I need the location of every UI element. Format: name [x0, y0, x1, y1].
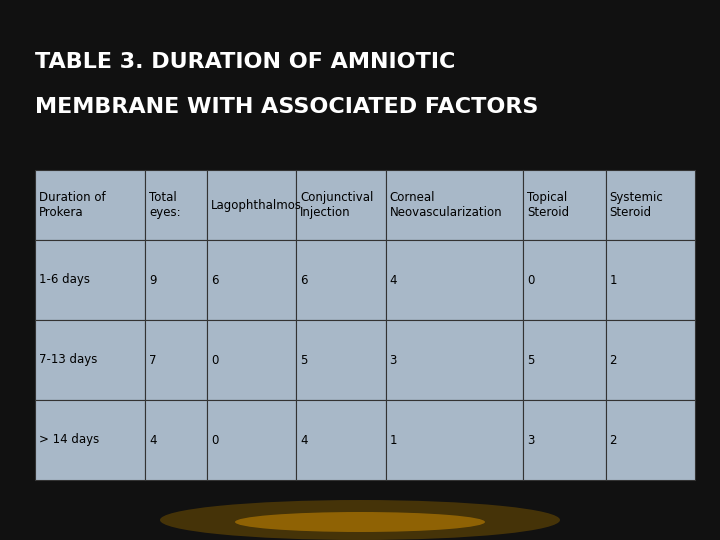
Bar — [606, 320, 695, 400]
Bar — [207, 400, 296, 480]
Text: 2: 2 — [610, 354, 617, 367]
Text: 3: 3 — [527, 434, 534, 447]
Bar — [386, 240, 523, 320]
Text: TABLE 3. DURATION OF AMNIOTIC: TABLE 3. DURATION OF AMNIOTIC — [35, 52, 455, 72]
Bar — [606, 400, 695, 480]
Bar — [296, 320, 386, 400]
Bar — [145, 240, 207, 320]
Text: 5: 5 — [527, 354, 534, 367]
Bar — [207, 320, 296, 400]
Bar — [145, 320, 207, 400]
Bar — [207, 240, 296, 320]
Text: 3: 3 — [390, 354, 397, 367]
Text: Total
eyes:: Total eyes: — [149, 191, 181, 219]
Text: 1: 1 — [390, 434, 397, 447]
Text: MEMBRANE WITH ASSOCIATED FACTORS: MEMBRANE WITH ASSOCIATED FACTORS — [35, 97, 539, 117]
Bar — [296, 170, 386, 240]
Text: 4: 4 — [300, 434, 307, 447]
Text: 0: 0 — [211, 354, 218, 367]
Text: Duration of
Prokera: Duration of Prokera — [39, 191, 106, 219]
Text: Conjunctival
Injection: Conjunctival Injection — [300, 191, 374, 219]
Bar — [386, 400, 523, 480]
Text: Systemic
Steroid: Systemic Steroid — [610, 191, 663, 219]
Bar — [145, 170, 207, 240]
Bar — [296, 400, 386, 480]
Text: 7-13 days: 7-13 days — [39, 354, 97, 367]
Text: 5: 5 — [300, 354, 307, 367]
Ellipse shape — [160, 500, 560, 540]
Bar — [606, 170, 695, 240]
Text: Topical
Steroid: Topical Steroid — [527, 191, 570, 219]
Bar — [523, 400, 606, 480]
Text: Lagophthalmos: Lagophthalmos — [211, 199, 302, 212]
Text: 7: 7 — [149, 354, 156, 367]
Text: 4: 4 — [390, 273, 397, 287]
Text: 6: 6 — [211, 273, 218, 287]
Text: 2: 2 — [610, 434, 617, 447]
Text: > 14 days: > 14 days — [39, 434, 99, 447]
Bar — [523, 240, 606, 320]
Bar — [386, 320, 523, 400]
Text: 1-6 days: 1-6 days — [39, 273, 90, 287]
Text: 4: 4 — [149, 434, 156, 447]
Bar — [145, 400, 207, 480]
Bar — [606, 240, 695, 320]
Text: 0: 0 — [527, 273, 534, 287]
Bar — [523, 170, 606, 240]
Bar — [386, 170, 523, 240]
Text: 1: 1 — [610, 273, 617, 287]
Bar — [296, 240, 386, 320]
Bar — [207, 170, 296, 240]
Text: 6: 6 — [300, 273, 307, 287]
Bar — [35, 170, 145, 240]
Ellipse shape — [235, 512, 485, 532]
Bar — [35, 240, 145, 320]
Bar — [523, 320, 606, 400]
Bar — [35, 320, 145, 400]
Bar — [35, 400, 145, 480]
Text: 0: 0 — [211, 434, 218, 447]
Text: Corneal
Neovascularization: Corneal Neovascularization — [390, 191, 503, 219]
Text: 9: 9 — [149, 273, 156, 287]
